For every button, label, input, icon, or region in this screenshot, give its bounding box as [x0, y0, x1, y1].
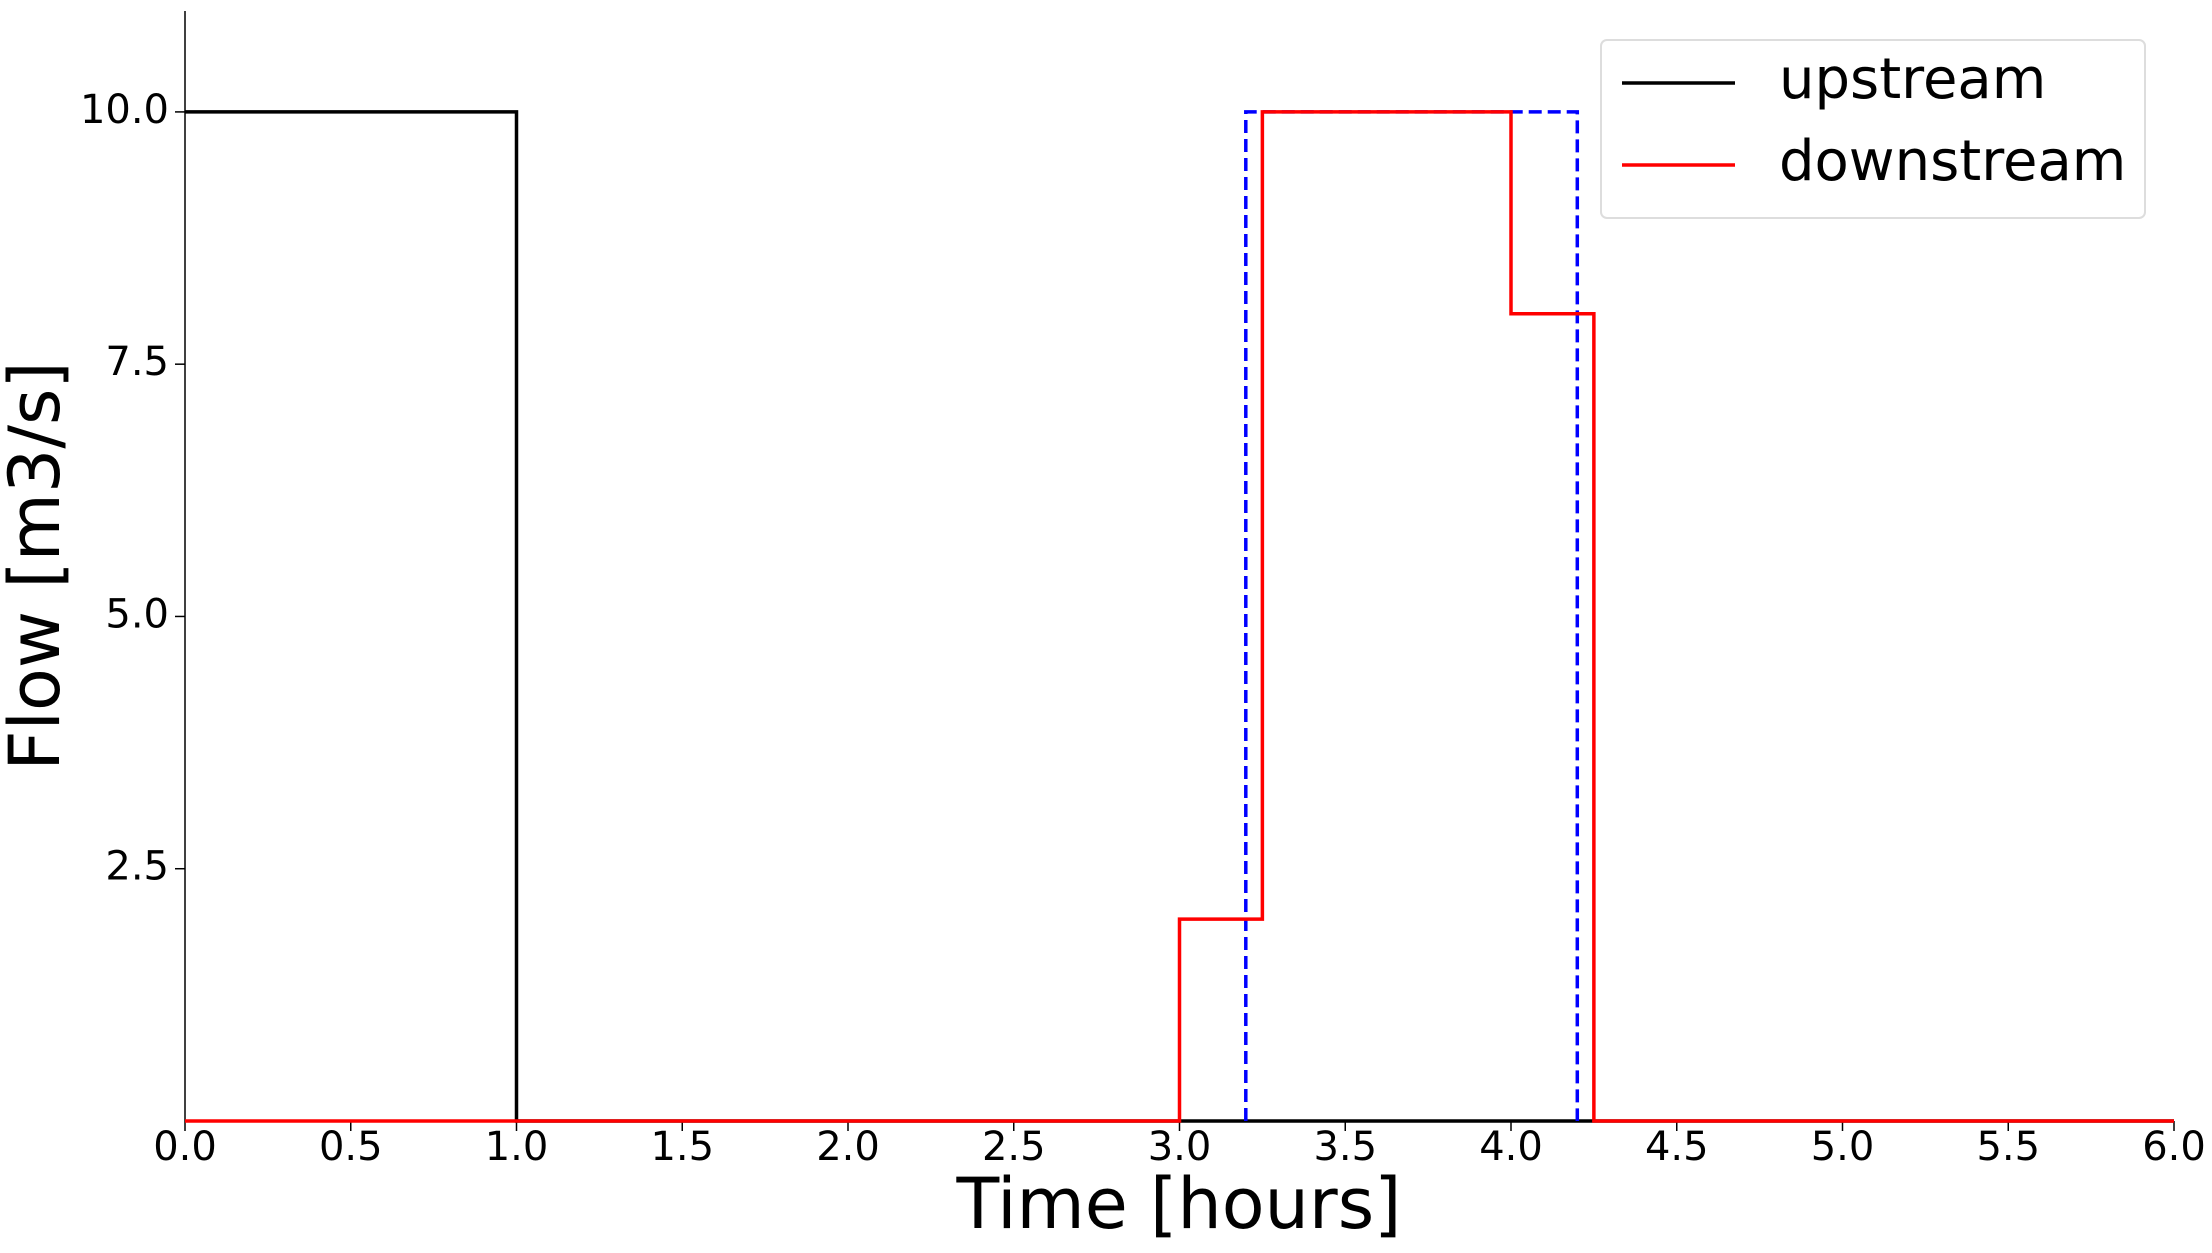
x-tick-label: 4.0 — [1479, 1124, 1543, 1170]
y-tick-label: 5.0 — [105, 591, 169, 637]
series-line — [185, 110, 2174, 1123]
x-tick-label: 1.0 — [485, 1124, 549, 1170]
x-tick-label: 2.0 — [816, 1124, 880, 1170]
x-tick-label: 3.5 — [1313, 1124, 1377, 1170]
x-tick-label: 4.5 — [1645, 1124, 1709, 1170]
x-axis-label: Time [hours] — [956, 1163, 1402, 1245]
y-axis-label: Flow [m3/s] — [0, 361, 76, 770]
x-tick-label: 0.0 — [153, 1124, 217, 1170]
x-tick-label: 2.5 — [982, 1124, 1046, 1170]
y-tick-label: 7.5 — [105, 339, 169, 385]
legend-label: downstream — [1779, 129, 2126, 194]
x-tick-label: 5.0 — [1811, 1124, 1875, 1170]
x-tick-label: 1.5 — [650, 1124, 714, 1170]
x-tick-label: 5.5 — [1976, 1124, 2040, 1170]
series-line — [1244, 110, 1580, 1121]
x-tick-label: 3.0 — [1148, 1124, 1212, 1170]
y-tick-label: 10.0 — [80, 87, 169, 133]
legend-box — [1600, 39, 2146, 219]
x-tick-label: 6.0 — [2142, 1124, 2206, 1170]
x-tick-label: 0.5 — [319, 1124, 383, 1170]
series-line — [185, 110, 2174, 1123]
y-tick-label: 2.5 — [105, 844, 169, 890]
legend-label: upstream — [1779, 47, 2046, 112]
